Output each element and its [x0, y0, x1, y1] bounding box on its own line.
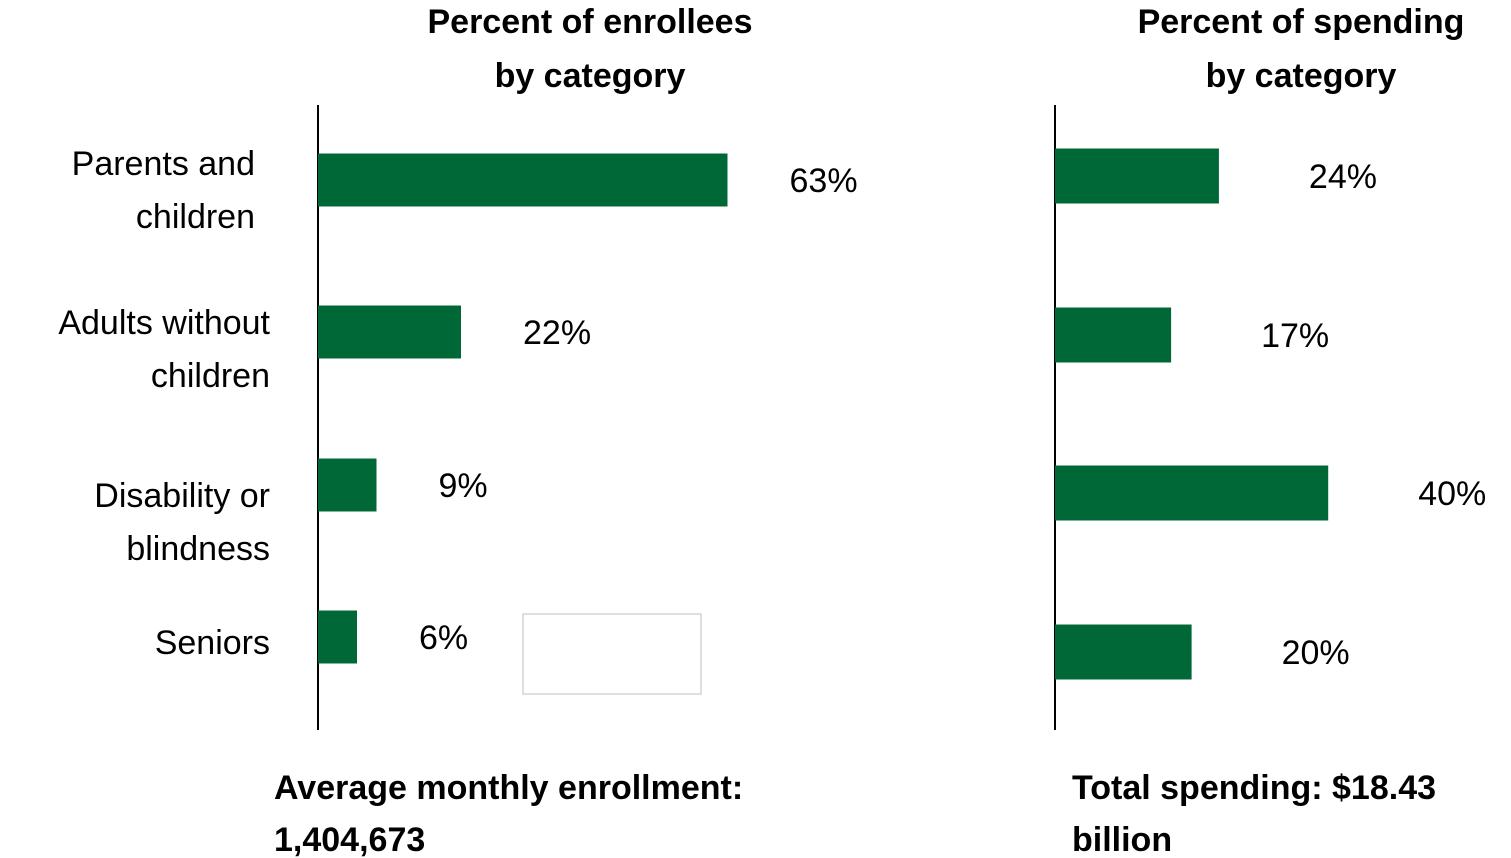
spending-bar-3	[1055, 465, 1329, 521]
category-label-1-line1: Parents and	[72, 145, 255, 183]
spending-footnote-line2: billion	[1072, 821, 1172, 858]
enrollment-footnote-line1: Average monthly enrollment:	[274, 769, 743, 807]
spending-value-label-1: 24%	[1309, 158, 1377, 196]
spending-value-label-3: 40%	[1418, 475, 1486, 513]
spending-title-line2: by category	[1206, 57, 1397, 95]
spending-bar-4	[1055, 624, 1192, 680]
enrollees-title-line1: Percent of enrollees	[427, 3, 752, 41]
category-label-2-line1: Adults without	[58, 304, 270, 342]
category-label-4-line1: Seniors	[155, 624, 270, 662]
enrollees-bar-3	[318, 458, 377, 512]
enrollees-bar-2	[318, 305, 461, 359]
spending-title-line1: Percent of spending	[1138, 3, 1465, 41]
category-label-1-line2: children	[136, 198, 255, 236]
empty-box	[522, 613, 702, 695]
enrollees-value-label-3: 9%	[439, 467, 488, 505]
spending-footnote-line1: Total spending: $18.43	[1072, 769, 1436, 807]
enrollees-bar-4	[318, 610, 357, 664]
enrollees-panel: Percent of enrollees by category 63% 22% 9…	[274, 3, 858, 858]
enrollment-footnote-line2: 1,404,673	[274, 821, 425, 858]
spending-value-label-4: 20%	[1282, 634, 1350, 672]
spending-bar-2	[1055, 307, 1172, 363]
category-label-2-line2: children	[151, 357, 270, 395]
enrollees-bar-1	[318, 153, 728, 207]
category-labels: Parents and children Adults without childre…	[58, 145, 270, 662]
category-label-3-line1: Disability or	[94, 477, 270, 515]
spending-panel: Percent of spending by category 24% 17% 40…	[1054, 3, 1486, 858]
enrollees-value-label-2: 22%	[523, 314, 591, 352]
category-label-3-line2: blindness	[126, 530, 270, 568]
enrollees-value-label-1: 63%	[790, 162, 858, 200]
spending-value-label-2: 17%	[1261, 317, 1329, 355]
enrollees-value-label-4: 6%	[419, 619, 468, 657]
enrollees-title-line2: by category	[495, 57, 686, 95]
spending-bar-1	[1055, 148, 1219, 204]
